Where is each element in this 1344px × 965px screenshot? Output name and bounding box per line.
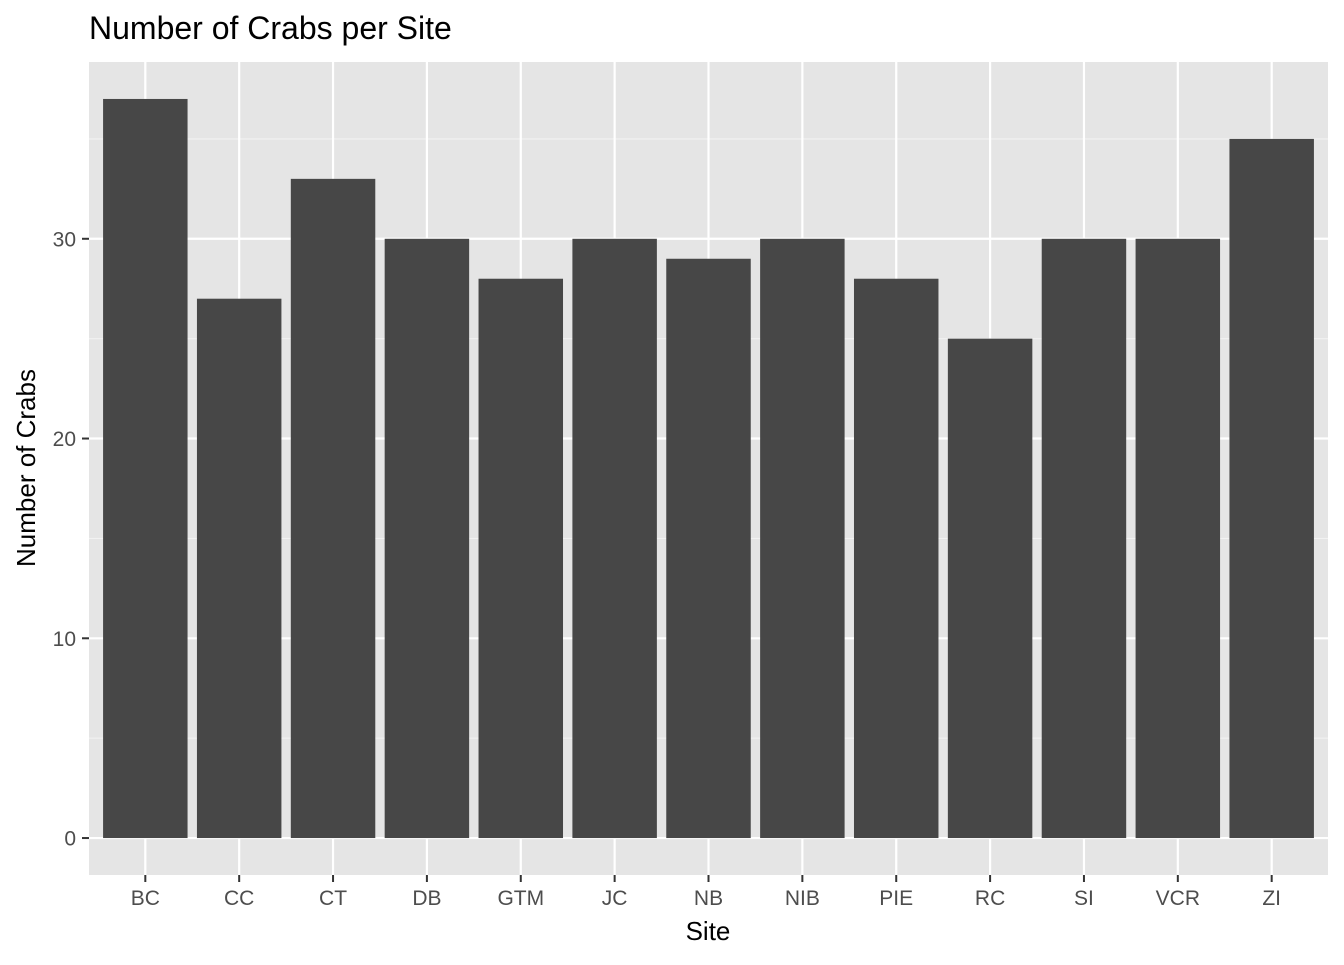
x-tick-label: CC (224, 887, 254, 910)
bar-nb (666, 258, 751, 839)
bars (103, 98, 1314, 839)
y-tick-label: 0 (64, 828, 76, 851)
x-tick-label: JC (602, 887, 628, 910)
y-tick-label: 30 (53, 228, 76, 251)
bar-gtm (478, 278, 564, 839)
x-axis: BC CC CT DB GTM JC NB NIB PIE RC SI VCR ZI (131, 875, 1281, 910)
bar-ct (290, 178, 376, 839)
x-tick-label: NIB (785, 887, 820, 910)
y-tick-label: 10 (53, 628, 76, 651)
x-axis-title: Site (686, 916, 731, 946)
bar-zi (1229, 138, 1314, 839)
bar-bc (103, 98, 188, 839)
bar-cc (196, 298, 282, 839)
bar-nib (760, 238, 845, 839)
bar-jc (572, 238, 657, 839)
x-tick-label: SI (1074, 887, 1094, 910)
x-tick-label: VCR (1156, 887, 1200, 910)
bar-rc (947, 338, 1033, 839)
x-tick-label: DB (412, 887, 441, 910)
bar-vcr (1135, 238, 1221, 839)
y-tick-label: 20 (53, 428, 76, 451)
bar-pie (853, 278, 939, 839)
y-axis: 0 10 20 30 (53, 228, 89, 851)
x-tick-label: CT (319, 887, 347, 910)
bar-si (1041, 238, 1127, 839)
x-tick-label: NB (694, 887, 723, 910)
bar-db (384, 238, 470, 839)
x-tick-label: ZI (1262, 887, 1281, 910)
chart-title: Number of Crabs per Site (89, 10, 452, 46)
x-tick-label: RC (975, 887, 1005, 910)
x-tick-label: PIE (879, 887, 913, 910)
y-axis-title: Number of Crabs (11, 369, 41, 567)
x-tick-label: GTM (497, 887, 544, 910)
x-tick-label: BC (131, 887, 160, 910)
